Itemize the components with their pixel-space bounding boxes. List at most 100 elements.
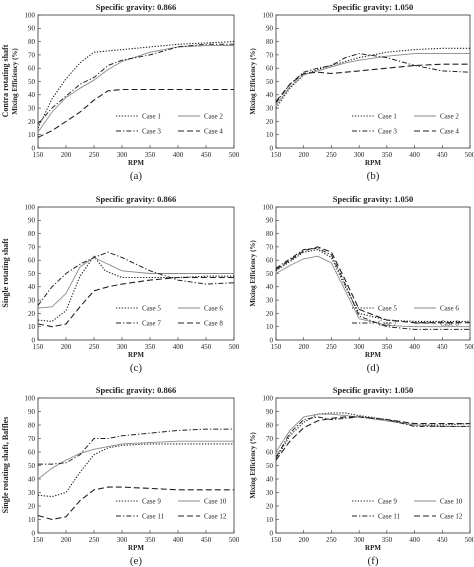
legend-entry: Case 8 [204,320,223,328]
legend-entry: Case 6 [440,305,459,313]
panel-caption: (c) [130,362,143,374]
x-tick-label: 150 [33,343,44,351]
x-tick-label: 150 [271,343,282,351]
y-tick-label: 30 [266,297,274,305]
x-tick-label: 200 [61,343,72,351]
y-axis-label: Mixing Efficiency (%) [249,240,257,307]
y-axis-label: Mixing Efficiency (%) [11,48,19,115]
y-tick-label: 70 [28,51,36,59]
x-tick-label: 300 [117,536,128,544]
y-tick-label: 90 [28,217,36,225]
x-tick-label: 300 [354,536,365,544]
panel-caption: (f) [368,555,379,567]
x-tick-label: 300 [354,343,365,351]
y-tick-label: 60 [28,65,36,73]
x-tick-label: 350 [145,151,156,159]
y-tick-label: 50 [28,78,36,86]
y-tick-label: 50 [266,462,274,470]
panel-caption: (b) [367,170,380,182]
y-tick-label: 60 [266,257,274,265]
x-tick-label: 200 [298,343,309,351]
series-line-case-7 [275,247,470,330]
series-line-case-2 [37,45,234,133]
x-tick-label: 450 [201,151,212,159]
x-tick-label: 500 [465,151,474,159]
legend-entry: Case 7 [142,320,161,328]
panel-caption: (a) [130,170,143,182]
legend-entry: Case 3 [142,128,161,136]
y-tick-label: 20 [266,118,274,126]
chart-title: Specific gravity: 0.866 [96,2,177,12]
y-tick-label: 100 [25,394,36,402]
y-tick-label: 30 [266,489,274,497]
y-tick-label: 30 [28,105,36,113]
y-tick-label: 90 [266,25,274,33]
y-tick-label: 20 [28,310,36,318]
y-tick-label: 10 [266,516,274,524]
y-tick-label: 100 [263,203,274,211]
series-line-case-9 [275,412,471,460]
x-tick-label: 500 [465,536,474,544]
y-tick-label: 90 [28,408,36,416]
x-tick-label: 150 [33,151,44,159]
x-tick-label: 250 [326,151,337,159]
y-tick-label: 20 [266,502,274,510]
y-tick-label: 30 [266,105,274,113]
legend-entry: Case 2 [204,113,223,121]
x-tick-label: 450 [201,343,212,351]
series-line-case-11 [38,428,234,465]
chart-title: Specific gravity: 1.050 [333,385,414,395]
legend-entry: Case 12 [204,513,227,521]
x-tick-label: 350 [382,536,393,544]
y-tick-label: 20 [266,310,274,318]
y-tick-label: 40 [28,91,36,99]
y-tick-label: 40 [266,475,274,483]
x-tick-label: 500 [229,343,240,351]
y-tick-label: 100 [263,11,274,19]
y-tick-label: 0 [32,529,36,537]
series-line-case-6 [275,255,470,328]
legend-entry: Case 12 [440,513,463,521]
x-tick-label: 450 [437,536,448,544]
y-tick-label: 0 [270,336,274,344]
row-label: Single rotating shaft, Baffles [1,417,10,514]
x-tick-label: 250 [89,343,100,351]
y-tick-label: 90 [28,25,36,33]
chart-panel-1: Specific gravity: 0.866 0 10 20 30 40 50 60 70 80… [11,2,240,182]
y-tick-label: 0 [32,144,36,152]
x-tick-label: 250 [89,536,100,544]
y-tick-label: 60 [28,448,36,456]
x-tick-label: 400 [173,343,184,351]
x-tick-label: 450 [437,151,448,159]
y-tick-label: 0 [270,529,274,537]
x-axis-label: RPM [128,351,144,359]
x-tick-label: 350 [145,343,156,351]
y-tick-label: 70 [28,435,36,443]
x-tick-label: 500 [229,151,240,159]
y-tick-label: 50 [266,270,274,278]
panel-caption: (d) [367,362,380,374]
y-tick-label: 60 [266,65,274,73]
series-line-case-9 [37,443,234,498]
legend-entry: Case 11 [142,513,165,521]
x-axis-label: RPM [365,544,381,552]
legend-entry: Case 5 [142,305,161,313]
y-tick-label: 10 [266,323,274,331]
y-tick-label: 60 [28,257,36,265]
y-tick-label: 50 [28,270,36,278]
y-tick-label: 40 [266,283,274,291]
y-tick-label: 70 [266,51,274,59]
series-line-case-10 [37,440,234,480]
x-tick-label: 250 [326,536,337,544]
x-tick-label: 450 [437,343,448,351]
y-tick-label: 80 [266,421,274,429]
x-tick-label: 300 [117,343,128,351]
chart-panel-2: Specific gravity: 1.050 0 10 20 30 40 50 60 70 80… [249,2,474,182]
y-tick-label: 10 [28,131,36,139]
y-tick-label: 80 [28,421,36,429]
series-line-case-11 [275,416,470,458]
legend-entry: Case 4 [440,128,459,136]
legend-entry: Case 7 [378,320,397,328]
x-tick-label: 300 [117,151,128,159]
